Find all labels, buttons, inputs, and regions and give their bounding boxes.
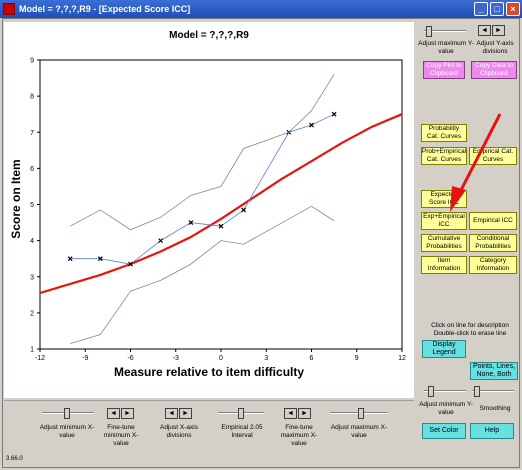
copy-data-button[interactable]: Copy Data to Clipboard <box>471 61 517 79</box>
fine-min-x-arrows[interactable]: ◄ ► <box>107 408 134 419</box>
y-div-up-button[interactable]: ► <box>492 25 505 36</box>
y-tick-label: 4 <box>30 238 34 245</box>
empirical-point <box>331 111 337 117</box>
plot-frame <box>39 59 403 350</box>
conditional-prob-button[interactable]: Conditional Probabilities <box>469 234 517 252</box>
set-color-button[interactable]: Set Color <box>422 423 466 439</box>
y-tick-label: 6 <box>30 166 34 173</box>
x-tick-label: 12 <box>398 355 406 362</box>
category-info-button[interactable]: Category Information <box>469 256 517 274</box>
series-line-lower <box>70 205 335 344</box>
red-arrow-icon <box>450 113 502 212</box>
adjust-max-x-label: Adjust maximum X-value <box>330 424 388 439</box>
x-tick-label: 6 <box>310 355 314 362</box>
empirical-point <box>128 261 133 267</box>
y-tick-label: 8 <box>30 94 34 101</box>
y-axis-label: Score on Item <box>9 159 23 239</box>
copy-plot-button[interactable]: Copy Plot to Clipboard <box>423 61 465 79</box>
series-line-expected <box>39 113 403 295</box>
click-hint-text: Click on line for description Double-cli… <box>431 322 509 337</box>
smoothing-label: Smoothing <box>479 405 511 412</box>
x-div-right-button[interactable]: ► <box>179 408 192 419</box>
fine-max-x-arrows[interactable]: ◄ ► <box>284 408 311 419</box>
y-div-arrows[interactable]: ◄ ► <box>478 25 505 36</box>
y-div-down-button[interactable]: ◄ <box>478 25 491 36</box>
help-button[interactable]: Help <box>470 423 514 439</box>
fine-max-x-left-button[interactable]: ◄ <box>284 408 297 419</box>
item-info-button[interactable]: Item Information <box>421 256 467 274</box>
fine-max-x-right-button[interactable]: ► <box>298 408 311 419</box>
max-x-slider[interactable] <box>330 408 388 419</box>
x-tick-label: -12 <box>35 355 45 362</box>
empirical-point <box>241 207 247 213</box>
y-tick-label: 7 <box>30 130 34 137</box>
fine-min-x-left-button[interactable]: ◄ <box>107 408 120 419</box>
y-tick-label: 1 <box>30 347 34 354</box>
smoothing-slider[interactable] <box>472 386 514 397</box>
fine-max-x-label: Fine-tune maximum X-value <box>280 424 318 447</box>
chart-title: Model = ?,?,?,R9 <box>169 30 249 41</box>
max-y-slider[interactable] <box>424 26 466 37</box>
fine-min-x-label: Fine-tune minimum X-value <box>103 424 139 447</box>
x-tick-label: -6 <box>127 355 133 362</box>
y-tick-label: 3 <box>30 274 34 281</box>
fine-min-x-right-button[interactable]: ► <box>121 408 134 419</box>
x-div-arrows[interactable]: ◄ ► <box>165 408 192 419</box>
empirical-point <box>67 256 73 262</box>
y-tick-label: 5 <box>30 202 34 209</box>
points-lines-button[interactable]: Points, Lines, None, Both <box>470 362 518 380</box>
minimize-button[interactable]: _ <box>474 2 488 16</box>
series-line-empirical <box>70 113 335 265</box>
prob-empirical-cat-button[interactable]: Prob+Empirical Cat. Curves <box>421 147 467 165</box>
empirical-interval-slider[interactable] <box>218 408 264 419</box>
maximize-button[interactable]: □ <box>490 2 504 16</box>
empirical-point <box>158 238 164 244</box>
app-icon <box>3 3 15 15</box>
x-tick-label: 3 <box>264 355 268 362</box>
window-title: Model = ?,?,?,R9 - [Expected Score ICC] <box>19 4 191 14</box>
x-tick-label: 0 <box>219 355 223 362</box>
bottom-separator <box>4 400 414 401</box>
empirical-point <box>188 220 194 225</box>
prob-cat-curves-button[interactable]: Probability Cat. Curves <box>421 124 467 142</box>
x-tick-label: -3 <box>173 355 179 362</box>
cumulative-prob-button[interactable]: Cumulative Probabilities <box>421 234 467 252</box>
version-label: 3.66.0 <box>6 456 23 462</box>
y-tick-label: 9 <box>30 58 34 65</box>
adjust-y-div-label: Adjust Y-axis divisions <box>476 40 514 55</box>
min-y-slider[interactable] <box>424 386 466 397</box>
adjust-x-div-label: Adjust X-axis divisions <box>160 424 198 439</box>
adjust-min-y-label: Adjust minimum Y-value <box>419 401 473 416</box>
x-tick-label: 9 <box>355 355 359 362</box>
empirical-icc-button[interactable]: Empirical ICC <box>469 212 517 230</box>
display-legend-button[interactable]: Display Legend <box>422 340 466 358</box>
title-bar: Model = ?,?,?,R9 - [Expected Score ICC] … <box>0 0 522 18</box>
adjust-max-y-label: Adjust maximum Y-value <box>418 40 474 55</box>
x-div-left-button[interactable]: ◄ <box>165 408 178 419</box>
empirical-point <box>97 256 103 262</box>
close-button[interactable]: × <box>506 2 520 16</box>
exp-empirical-icc-button[interactable]: Exp+Empirical ICC <box>421 212 467 230</box>
y-tick-label: 2 <box>30 310 34 317</box>
x-tick-label: -9 <box>82 355 88 362</box>
series-line-upper <box>69 74 335 231</box>
min-x-slider[interactable] <box>42 408 94 419</box>
empirical-point <box>218 223 224 229</box>
empirical-interval-label: Empirical 2.05 Interval <box>221 424 263 439</box>
adjust-min-x-label: Adjust minimum X-value <box>39 424 95 439</box>
empirical-point <box>309 122 314 128</box>
x-axis-label: Measure relative to item difficulty <box>113 365 305 379</box>
plot-area[interactable]: -12 -9 -6 -3 0 3 6 9 12 1 2 3 4 5 6 7 8 9 Model = ?,?,?,R… <box>4 22 414 398</box>
